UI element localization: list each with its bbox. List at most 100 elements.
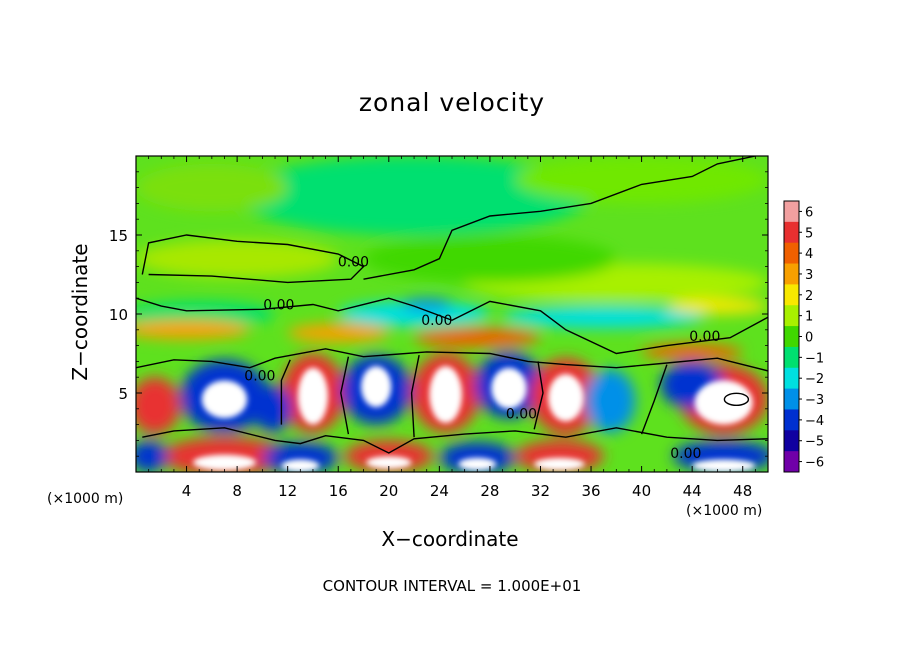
field-blob xyxy=(262,441,339,472)
contour-line xyxy=(136,348,768,372)
field-blob xyxy=(136,320,250,340)
colorbar-tick-label: −2 xyxy=(805,372,824,387)
colorbar-tick-label: 6 xyxy=(805,205,813,220)
field-core xyxy=(694,380,753,425)
field-cores xyxy=(192,366,756,472)
colorbar-swatch xyxy=(784,388,799,410)
field-core xyxy=(534,457,585,471)
colorbar-tick-label: −1 xyxy=(805,351,824,366)
colorbar-swatch xyxy=(784,221,799,244)
colorbar-swatch xyxy=(784,326,799,348)
colorbar-swatch xyxy=(784,263,799,285)
x-tick-label: 48 xyxy=(733,482,752,500)
field-core xyxy=(192,454,257,471)
field-blob xyxy=(502,306,705,329)
field-blob xyxy=(584,369,636,433)
zero-contours xyxy=(136,156,768,454)
contour-line xyxy=(280,359,291,425)
field-core xyxy=(281,459,320,472)
field-blob xyxy=(136,440,168,472)
colorbar-swatch xyxy=(784,451,799,473)
field-blob xyxy=(401,298,452,311)
field-core xyxy=(692,459,756,472)
field-blob xyxy=(253,385,292,433)
field-blob xyxy=(136,239,339,278)
contour-label: 0.00 xyxy=(338,255,369,271)
contour-line xyxy=(640,364,668,435)
contour-label: 0.00 xyxy=(670,446,701,462)
x-tick-label: 20 xyxy=(379,482,398,500)
contour-label: 0.00 xyxy=(263,297,294,313)
contour-label: 0.00 xyxy=(689,329,720,345)
field-core xyxy=(429,366,463,424)
field-blob xyxy=(641,344,743,360)
colorbar-swatch xyxy=(784,305,799,327)
colorbar-swatch xyxy=(784,346,799,369)
x-axis-label: X−coordinate xyxy=(381,527,519,551)
colorbar: 6 5 4 3 2 1 0 −1 −2 −3 −4 −5 −6 xyxy=(783,200,824,473)
field-blob xyxy=(136,377,181,435)
x-tick-label: 36 xyxy=(581,482,600,500)
field-core xyxy=(366,456,412,469)
x-tick-label: 28 xyxy=(480,482,499,500)
z-unit-label: (×1000 m) xyxy=(47,491,124,507)
y-axis-label: Z−coordinate xyxy=(68,243,92,381)
contour-line xyxy=(136,297,768,355)
x-tick-label: 40 xyxy=(632,482,651,500)
colorbar-tick-label: −6 xyxy=(805,456,824,471)
chart-title: zonal velocity xyxy=(358,88,546,117)
x-tick-label: 16 xyxy=(329,482,348,500)
x-tick-label: 32 xyxy=(531,482,550,500)
field-blob xyxy=(439,441,516,472)
colorbar-tick-label: −4 xyxy=(805,414,824,429)
x-tick-label: 44 xyxy=(683,482,702,500)
contour-label: 0.00 xyxy=(244,368,275,384)
contour-interval-note: CONTOUR INTERVAL = 1.000E+01 xyxy=(322,577,582,595)
field-core xyxy=(360,366,392,408)
colorbar-tick-label: 2 xyxy=(805,289,813,304)
field-core xyxy=(491,367,527,409)
colorbar-tick-label: −5 xyxy=(805,435,824,450)
colorbar-swatch xyxy=(784,430,799,452)
x-unit-label: (×1000 m) xyxy=(686,503,763,519)
colorbar-tick-label: 5 xyxy=(805,226,813,241)
y-tick-label: 5 xyxy=(118,385,128,403)
field-core xyxy=(458,457,497,471)
contour-line xyxy=(141,234,365,284)
colorbar-tick-label: −3 xyxy=(805,393,824,408)
contour-label: 0.00 xyxy=(506,406,537,422)
field-blob xyxy=(363,235,617,283)
colorbar-swatch xyxy=(784,284,799,306)
colorbar-swatch xyxy=(784,201,799,223)
contour-line xyxy=(363,156,756,280)
contour-line xyxy=(340,356,350,435)
x-tick-label: 8 xyxy=(232,482,242,500)
contour-line xyxy=(723,392,750,407)
colorbar-tick-label: 4 xyxy=(805,247,813,262)
colorbar-swatch xyxy=(784,367,799,390)
colorbar-swatch xyxy=(784,242,799,265)
colorbar-tick-label: 1 xyxy=(805,310,813,325)
colorbar-swatch xyxy=(784,409,799,431)
velocity-field xyxy=(136,156,768,472)
y-tick-label: 10 xyxy=(109,306,128,324)
y-tick-label: 15 xyxy=(109,227,128,245)
field-core xyxy=(548,374,584,422)
contour-line xyxy=(533,361,544,430)
field-blob xyxy=(666,298,768,314)
field-blob xyxy=(515,156,768,204)
field-core xyxy=(297,367,329,425)
field-blob xyxy=(136,163,288,212)
field-blob xyxy=(414,328,541,348)
colorbar-tick-label: 0 xyxy=(805,331,813,346)
contour-label: 0.00 xyxy=(421,313,452,329)
x-tick-label: 24 xyxy=(430,482,449,500)
x-tick-label: 12 xyxy=(278,482,297,500)
field-blob xyxy=(287,323,389,343)
contour-line xyxy=(410,354,420,438)
field-core xyxy=(201,380,248,419)
x-tick-label: 4 xyxy=(182,482,192,500)
colorbar-tick-label: 3 xyxy=(805,268,813,283)
